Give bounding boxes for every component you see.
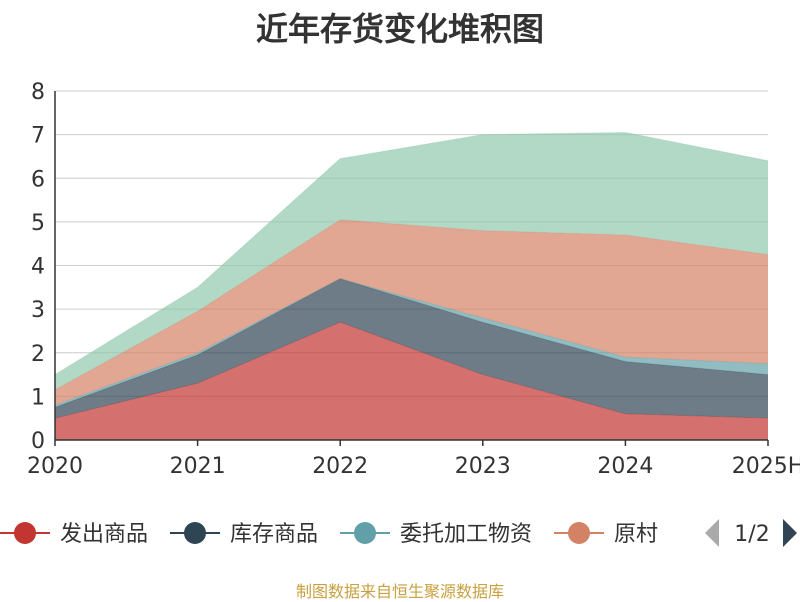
legend-label: 库存商品: [230, 522, 318, 547]
legend-page-indicator: 1/2: [734, 522, 769, 547]
y-tick-label: 4: [31, 255, 45, 280]
source-note: 制图数据来自恒生聚源数据库: [295, 582, 504, 601]
x-tick-label: 2024: [597, 454, 653, 479]
y-tick-label: 7: [31, 124, 45, 149]
y-tick-label: 5: [31, 211, 45, 236]
area-series-group: [54, 131, 769, 440]
x-tick-label: 2025H: [732, 454, 800, 479]
legend-prev-arrow-icon[interactable]: [705, 519, 719, 547]
y-tick-label: 6: [31, 167, 45, 192]
legend-item[interactable]: 发出商品: [0, 522, 148, 547]
legend-pager: 1/2: [705, 519, 797, 547]
area-series-line-0: [54, 321, 769, 419]
x-tick-label: 2023: [455, 454, 511, 479]
chart-title: 近年存货变化堆积图: [255, 10, 544, 48]
x-tick-label: 2022: [312, 454, 368, 479]
area-series-0: [55, 322, 768, 440]
y-tick-label: 0: [31, 429, 45, 454]
legend-item[interactable]: 库存商品: [170, 522, 318, 547]
area-series-3: [55, 219, 768, 406]
legend-marker-icon: [184, 522, 206, 544]
legend-marker-icon: [354, 522, 376, 544]
area-series-line-4: [54, 131, 769, 375]
y-tick-label: 8: [31, 80, 45, 105]
area-series-1: [55, 278, 768, 419]
x-tick-label: 2021: [170, 454, 226, 479]
legend-next-arrow-icon[interactable]: [783, 519, 797, 547]
y-tick-label: 2: [31, 342, 45, 367]
legend-marker-icon: [568, 522, 590, 544]
area-series-4: [55, 132, 768, 390]
legend-item[interactable]: 委托加工物资: [340, 522, 532, 547]
y-tick-label: 3: [31, 298, 45, 323]
legend-label: 原村: [614, 522, 658, 547]
legend-label: 委托加工物资: [400, 522, 532, 547]
legend-label: 发出商品: [60, 522, 148, 547]
y-tick-label: 1: [31, 385, 45, 410]
axes: 0 1 2 3 4 5 6 7 8 2020 2021 2022 2023 2024 2025H: [27, 80, 800, 479]
legend-item[interactable]: 原村: [554, 522, 658, 547]
legend: 发出商品 库存商品 委托加工物资 原村: [0, 522, 658, 547]
x-tick-label: 2020: [27, 454, 83, 479]
legend-marker-icon: [14, 522, 36, 544]
